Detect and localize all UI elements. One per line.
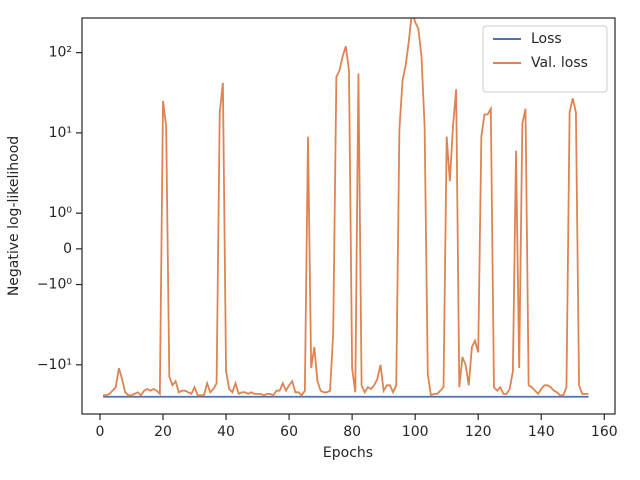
x-tick-label: 0 xyxy=(96,424,105,440)
x-axis-label: Epochs xyxy=(323,445,373,461)
y-tick-label: 10² xyxy=(49,45,72,61)
plot-frame xyxy=(81,17,616,415)
x-tick-label: 80 xyxy=(343,424,361,440)
x-tick-label: 40 xyxy=(217,424,235,440)
y-tick-label: −10⁰ xyxy=(37,277,73,293)
x-tick-label: 160 xyxy=(591,424,618,440)
x-tick-label: 60 xyxy=(280,424,298,440)
x-tick-label: 140 xyxy=(528,424,555,440)
x-tick-label: 100 xyxy=(402,424,429,440)
x-tick-label: 120 xyxy=(465,424,492,440)
series-line xyxy=(103,18,589,397)
legend-label: Val. loss xyxy=(531,55,588,71)
y-tick-label: 0 xyxy=(63,241,72,257)
y-axis-label: Negative log-likelihood xyxy=(6,136,22,296)
legend-label: Loss xyxy=(531,31,562,47)
legend: Loss Val. loss xyxy=(482,25,608,93)
legend-box xyxy=(482,25,608,93)
y-tick-label: 10⁰ xyxy=(49,205,73,221)
y-tick-label: 10¹ xyxy=(49,125,72,141)
x-tick-label: 20 xyxy=(154,424,172,440)
y-tick-label: −10¹ xyxy=(37,357,72,373)
